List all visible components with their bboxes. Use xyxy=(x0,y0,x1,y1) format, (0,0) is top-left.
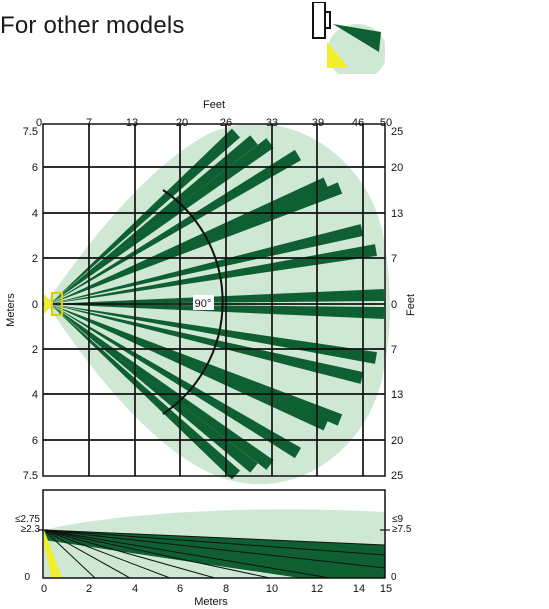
side-left-zero-label: 0 xyxy=(24,572,30,583)
tick-label: 7.5 xyxy=(23,470,38,482)
tick-label: 4 xyxy=(132,583,138,595)
side-view-diagram: ≤2.75 ≥2.3 0 ≤9 ≥7.5 0 0 2 4 6 8 10 12 1… xyxy=(15,489,412,608)
tick-label: 0 xyxy=(32,299,38,311)
sensor-marker xyxy=(51,292,63,316)
sensor-icon xyxy=(312,2,385,74)
detection-beam xyxy=(50,128,241,304)
tick-label: 20 xyxy=(176,117,188,129)
detection-beam xyxy=(50,304,241,480)
detection-beam xyxy=(50,289,385,304)
tick-label: 20 xyxy=(391,435,403,447)
detection-beam xyxy=(50,304,274,470)
side-coverage-dark xyxy=(44,530,385,578)
page-title: For other models xyxy=(0,12,185,39)
feet-axis-title: Feet xyxy=(203,99,225,111)
meters-axis-title: Meters xyxy=(5,293,17,327)
tick-label: 13 xyxy=(391,208,403,220)
detection-beam xyxy=(50,177,329,304)
detection-beam xyxy=(50,149,302,304)
tick-label: 15 xyxy=(380,583,392,595)
tick-label: 6 xyxy=(32,435,38,447)
detection-beam xyxy=(50,304,258,473)
top-view-diagram: 90° Feet 0 7 13 20 26 33 39 46 50 Meters… xyxy=(5,99,417,485)
tick-label: 8 xyxy=(223,583,229,595)
side-right-zero-label: 0 xyxy=(391,572,397,583)
detection-beam xyxy=(50,224,364,304)
tick-label: 50 xyxy=(380,117,392,129)
side-bottom-ticks: 0 2 4 6 8 10 12 14 15 xyxy=(41,583,392,595)
tick-label: 7 xyxy=(391,253,397,265)
detection-beam xyxy=(50,135,258,304)
tick-label: 0 xyxy=(391,299,397,311)
tick-label: 6 xyxy=(32,162,38,174)
tick-label: 7 xyxy=(391,344,397,356)
tick-label: 4 xyxy=(32,208,38,220)
tick-label: 25 xyxy=(391,126,403,138)
side-axis-title: Meters xyxy=(194,596,228,608)
tick-label: 13 xyxy=(126,117,138,129)
side-right-top-label: ≤9 xyxy=(392,514,403,525)
tick-label: 14 xyxy=(353,583,365,595)
tick-label: 4 xyxy=(32,389,38,401)
tick-label: 2 xyxy=(32,253,38,265)
detection-beam xyxy=(50,244,377,304)
tick-label: 0 xyxy=(41,583,47,595)
side-sensor-yellow xyxy=(44,530,62,578)
right-axis-title: Feet xyxy=(405,294,417,316)
detection-beam xyxy=(50,304,364,384)
side-left-mid-label: ≥2.3 xyxy=(21,524,41,535)
detection-beam xyxy=(50,304,302,459)
tick-label: 20 xyxy=(391,162,403,174)
tick-label: 6 xyxy=(177,583,183,595)
angle-arc xyxy=(162,189,224,415)
tick-label: 0 xyxy=(36,117,42,129)
tick-label: 2 xyxy=(32,344,38,356)
side-right-mid-label: ≥7.5 xyxy=(392,524,412,535)
feet-top-ticks: 0 7 13 20 26 33 39 46 50 xyxy=(36,117,392,129)
tick-label: 7.5 xyxy=(23,126,38,138)
detection-beam xyxy=(50,304,329,431)
tick-label: 33 xyxy=(266,117,278,129)
tick-label: 10 xyxy=(266,583,278,595)
detection-beams xyxy=(50,128,385,480)
tick-label: 7 xyxy=(86,117,92,129)
tick-label: 46 xyxy=(352,117,364,129)
top-view-grid xyxy=(43,124,385,476)
meter-left-ticks: 7.5 6 4 2 0 2 4 6 7.5 xyxy=(23,126,38,482)
angle-label: 90° xyxy=(195,298,212,310)
detection-beam xyxy=(50,138,274,304)
tick-label: 39 xyxy=(312,117,324,129)
side-left-top-label: ≤2.75 xyxy=(15,514,40,525)
tick-label: 2 xyxy=(86,583,92,595)
tick-label: 12 xyxy=(311,583,323,595)
detection-beam xyxy=(50,304,385,319)
tick-label: 26 xyxy=(220,117,232,129)
tick-label: 25 xyxy=(391,470,403,482)
feet-right-ticks: 25 20 13 7 0 7 13 20 25 xyxy=(391,126,403,482)
side-rays xyxy=(43,529,386,579)
tick-label: 13 xyxy=(391,389,403,401)
